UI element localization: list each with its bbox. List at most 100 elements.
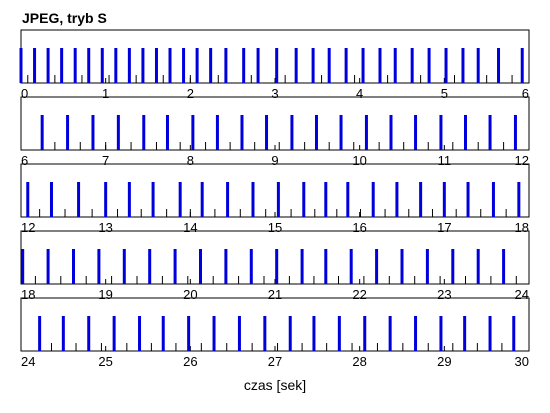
frame-bar bbox=[302, 182, 306, 217]
frame-bar bbox=[224, 249, 228, 284]
frame-bar bbox=[312, 316, 316, 351]
tick-label: 9 bbox=[271, 153, 278, 168]
frame-bar bbox=[87, 48, 91, 83]
frame-bar bbox=[393, 48, 397, 83]
frame-bar bbox=[337, 316, 341, 351]
frame-bar bbox=[349, 249, 353, 284]
frame-bar bbox=[502, 249, 506, 284]
frame-bar bbox=[142, 115, 146, 150]
frame-bar bbox=[26, 182, 30, 217]
frame-bar bbox=[346, 182, 350, 217]
frame-bar bbox=[324, 182, 328, 217]
frame-bar bbox=[71, 249, 75, 284]
frame-bar bbox=[91, 115, 95, 150]
frame-bar bbox=[249, 249, 253, 284]
frame-bar bbox=[187, 316, 191, 351]
frame-bar bbox=[294, 48, 298, 83]
chart-title: JPEG, tryb S bbox=[22, 10, 107, 26]
frame-bar bbox=[378, 48, 382, 83]
frame-bar bbox=[191, 115, 195, 150]
frame-bar bbox=[400, 249, 404, 284]
frame-bar bbox=[314, 115, 318, 150]
x-axis-label: czas [sek] bbox=[243, 377, 307, 393]
tick-label: 14 bbox=[183, 220, 197, 235]
frame-bar bbox=[46, 48, 50, 83]
frame-bar bbox=[178, 182, 182, 217]
frame-bar bbox=[21, 249, 25, 284]
tick-label: 4 bbox=[356, 86, 363, 101]
tick-label: 1 bbox=[102, 86, 109, 101]
frame-bar bbox=[419, 182, 423, 217]
frame-bar bbox=[77, 182, 81, 217]
frame-bar bbox=[520, 48, 524, 83]
frame-bar bbox=[46, 249, 50, 284]
frame-bar bbox=[442, 182, 446, 217]
frame-bar bbox=[389, 115, 393, 150]
tick-label: 16 bbox=[352, 220, 366, 235]
tick-label: 6 bbox=[21, 153, 28, 168]
frame-bar bbox=[265, 115, 269, 150]
frame-bar bbox=[61, 316, 65, 351]
tick-label: 12 bbox=[515, 153, 529, 168]
frame-bar bbox=[127, 182, 131, 217]
frame-bar bbox=[275, 249, 279, 284]
tick-label: 12 bbox=[21, 220, 35, 235]
frame-bar bbox=[256, 48, 260, 83]
frame-bar bbox=[427, 48, 431, 83]
frame-bar bbox=[461, 48, 465, 83]
frame-bar bbox=[439, 115, 443, 150]
frame-bar bbox=[388, 316, 392, 351]
frame-bar bbox=[33, 48, 37, 83]
frame-bar bbox=[112, 316, 116, 351]
frame-bar bbox=[97, 249, 101, 284]
tick-label: 29 bbox=[437, 354, 451, 369]
frame-bar bbox=[491, 182, 495, 217]
frame-bar bbox=[116, 115, 120, 150]
tick-label: 27 bbox=[268, 354, 282, 369]
frame-bar bbox=[182, 48, 186, 83]
frame-bar bbox=[19, 48, 23, 83]
frame-bar bbox=[215, 115, 219, 150]
frame-bar bbox=[324, 249, 328, 284]
frame-bar bbox=[476, 48, 480, 83]
frame-bar bbox=[476, 249, 480, 284]
tick-label: 3 bbox=[271, 86, 278, 101]
frame-bar bbox=[364, 115, 368, 150]
frame-bar bbox=[488, 316, 492, 351]
frame-bar bbox=[73, 48, 77, 83]
frame-bar bbox=[327, 48, 331, 83]
frame-bar bbox=[127, 48, 131, 83]
tick-label: 8 bbox=[187, 153, 194, 168]
frame-bar bbox=[410, 48, 414, 83]
frame-bar bbox=[290, 115, 294, 150]
frame-bar bbox=[497, 48, 501, 83]
panel-frame bbox=[20, 29, 530, 84]
tick-label: 30 bbox=[515, 354, 529, 369]
tick-label: 15 bbox=[268, 220, 282, 235]
frame-bar bbox=[60, 48, 64, 83]
frame-bar bbox=[288, 316, 292, 351]
tick-label: 17 bbox=[437, 220, 451, 235]
tick-label: 23 bbox=[437, 287, 451, 302]
tick-label: 10 bbox=[352, 153, 366, 168]
frame-bar bbox=[275, 48, 279, 83]
frame-bar bbox=[375, 249, 379, 284]
panel-frame bbox=[20, 163, 530, 218]
frame-bar bbox=[414, 316, 418, 351]
frame-bar bbox=[361, 48, 365, 83]
frame-bar bbox=[466, 182, 470, 217]
frame-bar bbox=[395, 182, 399, 217]
tick-label: 6 bbox=[522, 86, 529, 101]
tick-label: 2 bbox=[187, 86, 194, 101]
frame-bar bbox=[513, 115, 517, 150]
frame-bar bbox=[38, 316, 42, 351]
frame-bar bbox=[300, 249, 304, 284]
frame-bar bbox=[251, 182, 255, 217]
frame-bar bbox=[488, 115, 492, 150]
frame-bar bbox=[263, 316, 267, 351]
frame-bar bbox=[517, 182, 521, 217]
frame-bar bbox=[242, 48, 246, 83]
frame-bar bbox=[168, 48, 172, 83]
tick-label: 26 bbox=[183, 354, 197, 369]
